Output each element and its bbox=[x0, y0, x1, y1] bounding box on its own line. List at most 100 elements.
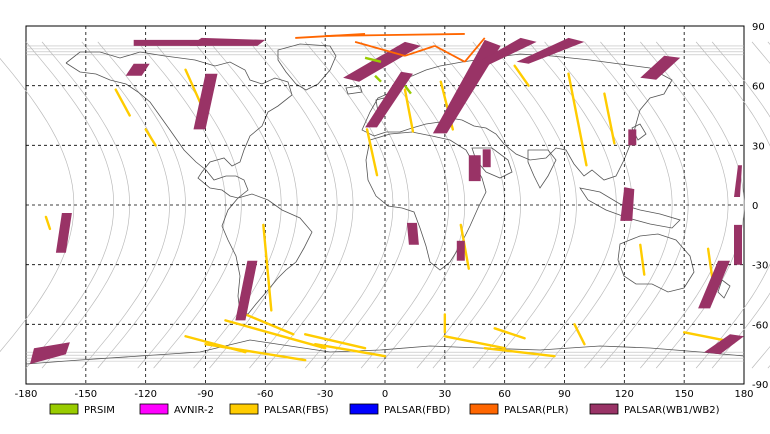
continent-outlines bbox=[25, 43, 745, 365]
coastline-antarctica bbox=[25, 339, 745, 365]
lon-tick-label: -150 bbox=[74, 389, 97, 400]
fbs-swath bbox=[603, 92, 616, 145]
fbs-swath bbox=[706, 247, 714, 278]
latitude-tick-labels: 90 60 30 0 -30 -60 -90 bbox=[752, 22, 768, 391]
coastline-new-zealand bbox=[717, 279, 731, 299]
wb-swath bbox=[456, 240, 465, 261]
wb-swath bbox=[343, 41, 421, 82]
fbs-swath bbox=[114, 88, 131, 117]
lon-tick-label: 180 bbox=[734, 389, 753, 400]
plr-swath bbox=[464, 37, 486, 63]
lon-tick-label: 150 bbox=[675, 389, 694, 400]
palsar-plr-swaths bbox=[295, 33, 486, 63]
legend-label: PALSAR(WB1/WB2) bbox=[624, 405, 720, 416]
coastline-se-asia bbox=[579, 187, 681, 229]
lat-tick-label: 90 bbox=[752, 22, 765, 33]
fbs-swath bbox=[224, 319, 327, 350]
wb-swath bbox=[734, 165, 742, 197]
lon-tick-label: 0 bbox=[382, 389, 388, 400]
wb-swath bbox=[734, 224, 742, 265]
fbs-swath bbox=[493, 327, 526, 340]
legend: PRSIM AVNIR-2 PALSAR(FBS) PALSAR(FBD) PALSAR… bbox=[49, 403, 720, 416]
wb-swath bbox=[620, 187, 635, 221]
fbs-swath bbox=[639, 243, 646, 276]
coastline-australia bbox=[617, 233, 695, 293]
orbit-track bbox=[584, 41, 673, 369]
orbit-track bbox=[655, 41, 745, 369]
lat-tick-label: 0 bbox=[752, 201, 758, 212]
fbs-swath bbox=[44, 215, 52, 231]
legend-swatch bbox=[469, 403, 499, 415]
fbs-swath bbox=[567, 72, 588, 167]
orbit-track bbox=[97, 41, 186, 369]
legend-label: PALSAR(PLR) bbox=[504, 405, 569, 416]
coastline-north-america bbox=[65, 51, 293, 199]
plot-frame bbox=[25, 25, 745, 385]
orbit-track bbox=[320, 41, 410, 369]
fbs-swath bbox=[184, 68, 203, 107]
fbs-swath bbox=[483, 347, 556, 358]
fbs-swath bbox=[573, 323, 586, 346]
fbs-swath bbox=[304, 333, 367, 350]
prism-swath bbox=[374, 74, 382, 83]
wb-swath bbox=[474, 37, 537, 66]
wb-swath bbox=[193, 73, 218, 130]
wb-swath bbox=[133, 39, 202, 46]
fbs-swath bbox=[513, 64, 530, 87]
legend-swatch bbox=[589, 403, 619, 415]
prism-swath bbox=[364, 56, 382, 63]
coastline-india bbox=[527, 149, 557, 189]
legend-label: PRSIM bbox=[84, 405, 115, 416]
wb-swath bbox=[704, 334, 744, 355]
orbit-track bbox=[249, 41, 338, 369]
lat-tick-label: 60 bbox=[752, 82, 765, 93]
lon-tick-label: 60 bbox=[498, 389, 511, 400]
orbit-track bbox=[25, 41, 115, 369]
lon-tick-label: 120 bbox=[615, 389, 634, 400]
wb-swath bbox=[698, 260, 730, 309]
orbit-track bbox=[711, 41, 770, 369]
prism-swath bbox=[403, 84, 412, 95]
palsar-fbs-swaths bbox=[44, 64, 736, 362]
fbs-swath bbox=[365, 128, 379, 177]
wb-swath bbox=[482, 149, 491, 168]
fbs-swath bbox=[144, 128, 157, 147]
lat-tick-label: 30 bbox=[752, 141, 765, 152]
prism-swaths bbox=[364, 56, 412, 95]
orbit-track bbox=[81, 41, 170, 369]
fbs-swath bbox=[313, 343, 387, 358]
orbit-track bbox=[695, 41, 770, 369]
coastline-iceland bbox=[345, 85, 363, 95]
orbit-track bbox=[0, 57, 75, 353]
lon-tick-label: -90 bbox=[197, 389, 213, 400]
lon-tick-label: -60 bbox=[257, 389, 273, 400]
lon-tick-label: -180 bbox=[15, 389, 38, 400]
orbit-track bbox=[488, 41, 577, 369]
wb-swath bbox=[628, 129, 637, 146]
lon-tick-label: 90 bbox=[558, 389, 571, 400]
lat-tick-label: -30 bbox=[752, 261, 768, 272]
coastline-greenland bbox=[277, 43, 337, 91]
plr-swath bbox=[404, 45, 436, 57]
wb-swath bbox=[516, 37, 585, 64]
legend-label: PALSAR(FBD) bbox=[384, 405, 450, 416]
legend-swatch bbox=[349, 403, 379, 415]
lat-tick-label: -90 bbox=[752, 380, 768, 391]
wb-swath bbox=[55, 213, 72, 253]
wb-swath bbox=[468, 155, 481, 182]
coastline-africa bbox=[365, 131, 487, 271]
coastline-south-america bbox=[221, 193, 313, 315]
wb-swath bbox=[365, 71, 413, 128]
lon-tick-label: 30 bbox=[438, 389, 451, 400]
fbs-swath bbox=[403, 88, 415, 133]
plr-swath bbox=[295, 33, 366, 39]
fbs-swath bbox=[244, 313, 295, 336]
wb-swath bbox=[235, 260, 258, 321]
longitude-tick-labels: -180 -150 -120 -90 -60 -30 0 30 60 90 120 150 180 bbox=[15, 389, 754, 400]
legend-label: PALSAR(FBS) bbox=[264, 405, 329, 416]
legend-label: AVNIR-2 bbox=[174, 405, 214, 416]
wb-swath bbox=[125, 63, 150, 76]
wb-swath bbox=[30, 342, 70, 365]
